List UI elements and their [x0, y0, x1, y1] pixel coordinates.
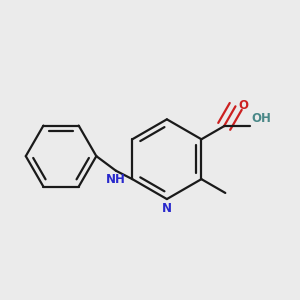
Text: OH: OH	[252, 112, 272, 125]
Text: N: N	[162, 202, 172, 214]
Text: O: O	[238, 99, 248, 112]
Text: NH: NH	[106, 172, 126, 185]
